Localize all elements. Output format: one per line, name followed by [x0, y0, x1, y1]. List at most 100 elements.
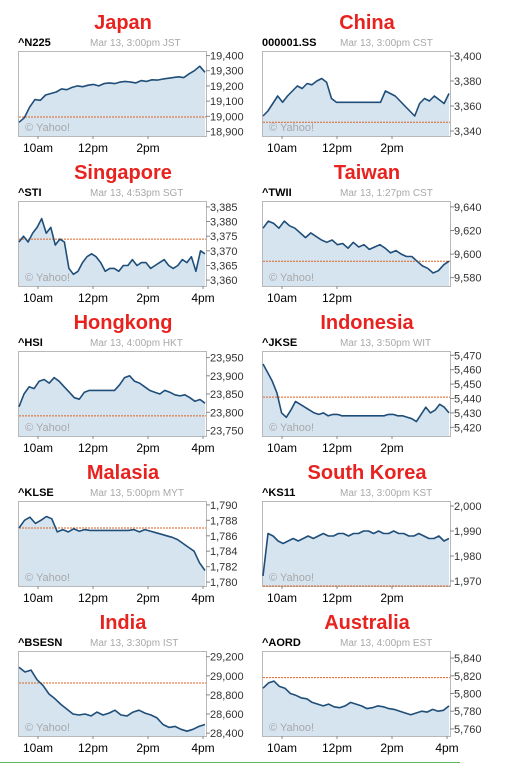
ticker-symbol: ^KS11	[262, 487, 296, 499]
x-tick-label: 12pm	[322, 291, 352, 305]
area-fill	[263, 531, 449, 586]
area-fill	[263, 681, 449, 736]
country-title: Taiwan	[333, 162, 401, 184]
timestamp: Mar 13, 4:53pm SGT	[90, 188, 184, 199]
y-tick-label: 1,782	[210, 562, 238, 574]
ticker-symbol: ^BSESN	[18, 637, 63, 649]
price-line	[18, 217, 206, 276]
area-fill	[263, 78, 449, 136]
y-tick-label: 1,788	[210, 515, 238, 527]
y-tick-label: 3,380	[210, 217, 238, 229]
chart-panel-australia: Australia ^AORD Mar 13, 4:00pm EST © Yahoo!…	[262, 612, 510, 762]
yahoo-watermark: © Yahoo!	[25, 722, 70, 734]
x-tick-label: 2pm	[136, 141, 159, 155]
y-tick-label: 3,375	[210, 231, 238, 243]
bottom-divider	[0, 762, 460, 763]
y-tick-label: 9,640	[454, 202, 482, 214]
y-tick-label: 3,340	[454, 126, 482, 138]
y-tick-label: 5,780	[454, 706, 482, 718]
x-tick-label: 10am	[267, 141, 297, 155]
yahoo-watermark: © Yahoo!	[269, 272, 314, 284]
y-tick-label: 23,950	[210, 353, 244, 365]
x-tick-label: 10am	[267, 441, 297, 455]
y-tick-label: 3,360	[210, 275, 238, 287]
country-title: Malasia	[86, 462, 160, 484]
price-line	[18, 65, 206, 123]
y-tick-label: 5,760	[454, 724, 482, 736]
y-tick-label: 23,900	[210, 371, 244, 383]
y-tick-label: 9,580	[454, 273, 482, 285]
ticker-symbol: ^N225	[18, 37, 51, 49]
y-tick-label: 3,370	[210, 246, 238, 258]
timestamp: Mar 13, 3:30pm IST	[90, 638, 179, 649]
ticker-symbol: ^TWII	[262, 187, 292, 199]
x-tick-label: 10am	[23, 141, 53, 155]
price-line	[262, 680, 450, 716]
timestamp: Mar 13, 3:50pm WIT	[340, 338, 432, 349]
chart-svg: © Yahoo! 19,400 19,300 19,200 19,100 19,000 18…	[18, 51, 244, 155]
chart-panel-indonesia: Indonesia ^JKSE Mar 13, 3:50pm WIT © Yahoo!…	[262, 312, 510, 462]
x-tick-label: 2pm	[380, 591, 403, 605]
ticker-symbol: ^AORD	[262, 637, 301, 649]
x-tick-label: 2pm	[136, 741, 159, 755]
y-tick-label: 9,600	[454, 249, 482, 261]
x-tick-label: 10am	[23, 441, 53, 455]
y-tick-label: 18,900	[210, 126, 244, 138]
price-line	[262, 220, 450, 274]
country-title: Japan	[94, 12, 152, 34]
area-fill	[263, 364, 449, 436]
y-tick-label: 5,800	[454, 689, 482, 701]
area-fill	[19, 375, 205, 436]
y-tick-label: 2,000	[454, 501, 482, 513]
x-tick-label: 12pm	[78, 291, 108, 305]
country-title: India	[99, 612, 147, 634]
x-tick-label: 10am	[23, 291, 53, 305]
price-line	[262, 530, 450, 577]
price-line	[18, 515, 206, 571]
yahoo-watermark: © Yahoo!	[269, 422, 314, 434]
x-tick-label: 12pm	[78, 441, 108, 455]
y-tick-label: 1,784	[210, 546, 238, 558]
x-tick-label: 10am	[23, 591, 53, 605]
x-tick-label: 12pm	[78, 741, 108, 755]
area-fill	[19, 66, 205, 136]
country-title: South Korea	[307, 462, 427, 484]
y-tick-label: 1,970	[454, 576, 482, 588]
yahoo-watermark: © Yahoo!	[269, 572, 314, 584]
country-title: Indonesia	[320, 312, 414, 334]
chart-panel-japan: Japan ^N225 Mar 13, 3:00pm JST © Yahoo! 19,4…	[18, 12, 266, 162]
y-tick-label: 19,200	[210, 81, 244, 93]
x-tick-label: 4pm	[191, 291, 214, 305]
x-tick-label: 10am	[23, 741, 53, 755]
chart-svg: © Yahoo! 3,400 3,380 3,360 3,340 10am 12pm 2pm	[262, 51, 482, 155]
ticker-symbol: ^JKSE	[262, 337, 298, 349]
y-tick-label: 28,400	[210, 728, 244, 740]
x-tick-label: 2pm	[380, 741, 403, 755]
chart-svg: © Yahoo! 5,840 5,820 5,800 5,780 5,760 10am 12p…	[262, 651, 482, 755]
timestamp: Mar 13, 4:00pm EST	[340, 638, 433, 649]
y-tick-label: 19,300	[210, 66, 244, 78]
timestamp: Mar 13, 3:00pm CST	[340, 38, 433, 49]
x-tick-label: 4pm	[435, 741, 458, 755]
timestamp: Mar 13, 4:00pm HKT	[90, 338, 183, 349]
area-fill	[263, 221, 449, 286]
y-tick-label: 9,620	[454, 226, 482, 238]
chart-svg: © Yahoo! 3,385 3,380 3,375 3,370 3,365 3,360 10…	[18, 201, 238, 305]
timestamp: Mar 13, 1:27pm CST	[340, 188, 433, 199]
y-tick-label: 28,600	[210, 709, 244, 721]
y-tick-label: 3,400	[454, 51, 482, 63]
x-tick-label: 10am	[267, 741, 297, 755]
chart-panel-india: India ^BSESN Mar 13, 3:30pm IST © Yahoo! 29,…	[18, 612, 266, 762]
x-tick-label: 4pm	[191, 591, 214, 605]
timestamp: Mar 13, 5:00pm MYT	[90, 488, 184, 499]
x-tick-label: 4pm	[191, 741, 214, 755]
y-tick-label: 3,385	[210, 202, 238, 214]
y-tick-label: 1,990	[454, 526, 482, 538]
y-tick-label: 29,000	[210, 671, 244, 683]
ticker-symbol: ^KLSE	[18, 487, 54, 499]
timestamp: Mar 13, 3:00pm KST	[340, 488, 433, 499]
y-tick-label: 5,450	[454, 379, 482, 391]
y-tick-label: 19,100	[210, 96, 244, 108]
country-title: Singapore	[74, 162, 172, 184]
country-title: Australia	[324, 612, 410, 634]
